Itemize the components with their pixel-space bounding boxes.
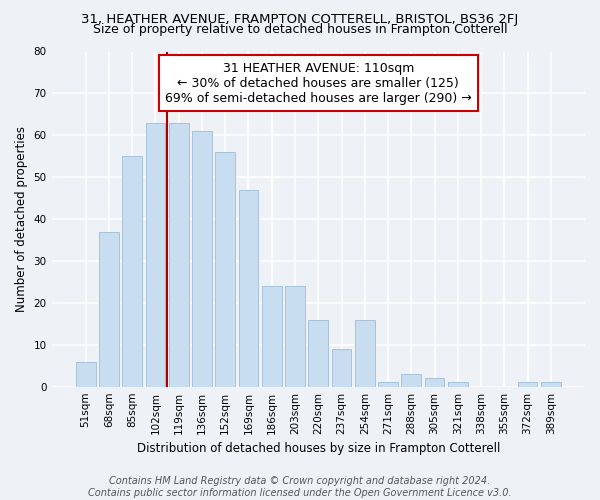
Bar (448, 382, 468, 386)
Y-axis label: Number of detached properties: Number of detached properties (15, 126, 28, 312)
Text: 31, HEATHER AVENUE, FRAMPTON COTTERELL, BRISTOL, BS36 2FJ: 31, HEATHER AVENUE, FRAMPTON COTTERELL, … (82, 12, 518, 26)
Bar (378, 382, 398, 386)
Bar (122, 156, 142, 386)
Bar (355, 320, 374, 386)
Bar (308, 320, 328, 386)
Bar (99, 232, 119, 386)
Bar (146, 122, 166, 386)
Bar (285, 286, 305, 386)
Text: 31 HEATHER AVENUE: 110sqm
← 30% of detached houses are smaller (125)
69% of semi: 31 HEATHER AVENUE: 110sqm ← 30% of detac… (165, 62, 472, 104)
X-axis label: Distribution of detached houses by size in Frampton Cotterell: Distribution of detached houses by size … (137, 442, 500, 455)
Bar (239, 190, 259, 386)
Text: Size of property relative to detached houses in Frampton Cotterell: Size of property relative to detached ho… (92, 22, 508, 36)
Bar (425, 378, 445, 386)
Bar (332, 349, 352, 387)
Bar (541, 382, 561, 386)
Bar (401, 374, 421, 386)
Bar (215, 152, 235, 386)
Bar (76, 362, 95, 386)
Text: Contains HM Land Registry data © Crown copyright and database right 2024.
Contai: Contains HM Land Registry data © Crown c… (88, 476, 512, 498)
Bar (192, 131, 212, 386)
Bar (262, 286, 281, 386)
Bar (518, 382, 538, 386)
Bar (169, 122, 188, 386)
